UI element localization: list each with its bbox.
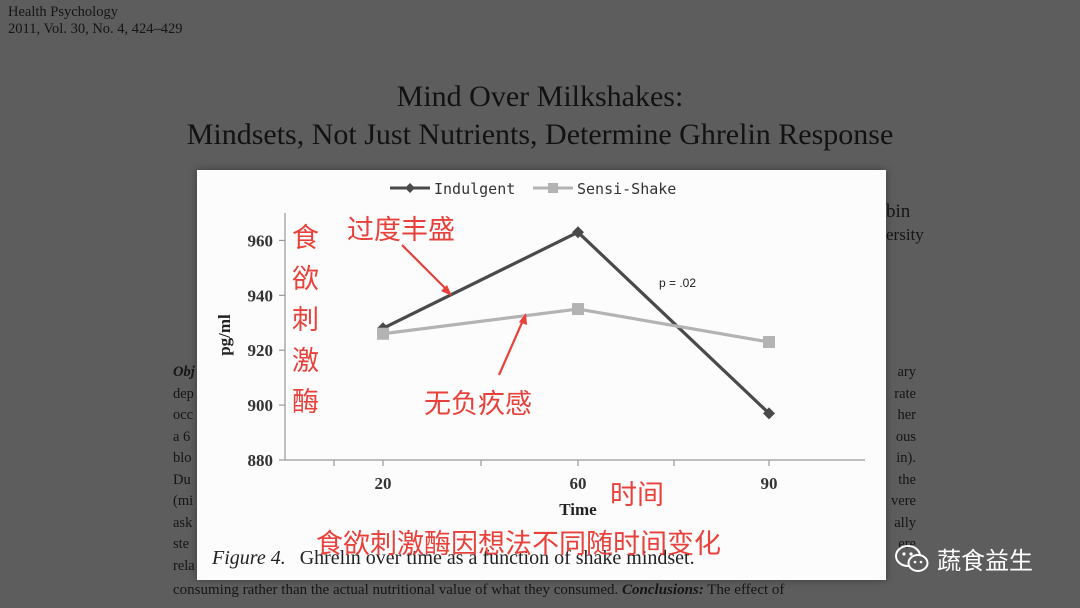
- chinese-y-axis-label: 食欲刺激酶: [292, 223, 319, 418]
- data-point-sensi-shake: [763, 335, 775, 348]
- paper-title-line-2: Mindsets, Not Just Nutrients, Determine …: [186, 118, 894, 151]
- watermark-text: 蔬食益生: [937, 547, 1033, 575]
- abstract-fragment: ask: [173, 514, 193, 531]
- wechat-icon: [895, 544, 929, 572]
- abstract-fragment: ous: [895, 428, 916, 445]
- chinese-sensi-shake-label: 无负疚感: [424, 389, 532, 420]
- abstract-fragment: rate: [894, 385, 916, 402]
- abstract-fragment: vere: [891, 493, 916, 509]
- paper-title-line-1: Mind Over Milkshakes:: [396, 80, 684, 113]
- arrow-to-sensi-shake-line: [497, 317, 526, 376]
- abstract-fragment: Obj: [173, 364, 195, 380]
- chinese-time-label: 时间: [610, 480, 664, 511]
- data-point-indulgent: [572, 226, 584, 239]
- abstract-fragment: (mi: [173, 493, 194, 509]
- chinese-indulgent-label: 过度丰盛: [347, 215, 455, 246]
- abstract-fragment: rela: [173, 557, 195, 574]
- x-axis-label: Time: [559, 500, 597, 519]
- abstract-fragment: ere: [898, 536, 916, 552]
- author-fragment: bin: [886, 201, 911, 222]
- abstract-fragment: ally: [894, 514, 916, 531]
- abstract-left-fragments: Obj dep occ a 6 blo Du (mi ask ste rela: [173, 362, 195, 577]
- abstract-fragment: occ: [173, 407, 194, 423]
- y-tick-label: 960: [248, 231, 274, 250]
- data-point-sensi-shake: [377, 327, 389, 340]
- abstract-fragment: ste: [173, 536, 190, 552]
- arrow-head-sensi-shake: [519, 313, 527, 325]
- figure-caption: Figure 4. Ghrelin over time as a function…: [212, 547, 695, 570]
- y-tick-label: 900: [248, 396, 274, 415]
- p-value-annotation: p = .02: [659, 276, 696, 290]
- y-tick-label: 880: [248, 451, 274, 470]
- y-axis-label: pg/ml: [215, 314, 234, 356]
- abstract-fragment: ary: [897, 364, 916, 380]
- abstract-fragment: Du: [173, 471, 191, 488]
- legend-marker-sensi-shake: [548, 183, 558, 193]
- figure-caption-label: Figure 4.: [212, 547, 286, 569]
- legend-label: Indulgent: [434, 180, 515, 198]
- abstract-conclusion-line: consuming rather than the actual nutriti…: [173, 582, 784, 599]
- journal-citation: 2011, Vol. 30, No. 4, 424–429: [8, 21, 183, 37]
- abstract-fragment: blo: [173, 450, 192, 466]
- abstract-fragment: dep: [173, 385, 194, 402]
- arrow-to-indulgent-line: [401, 244, 450, 293]
- data-point-sensi-shake: [572, 303, 584, 316]
- y-tick-label: 940: [248, 286, 274, 305]
- abstract-fragment: her: [897, 407, 916, 423]
- ghrelin-line-chart: Indulgent Sensi-Shake 880 900 920 940 960 20 6…: [215, 180, 865, 519]
- arrow-head-indulgent: [441, 285, 452, 296]
- figure-caption-text: Ghrelin over time as a function of shake…: [299, 547, 695, 569]
- conclusion-label: Conclusions:: [622, 582, 704, 598]
- figure-4-panel: Indulgent Sensi-Shake 880 900 920 940 960 20 6…: [197, 170, 886, 580]
- x-tick-label: 20: [375, 474, 392, 493]
- x-axis-ticks: 20 60 90: [333, 460, 778, 493]
- chart-legend: Indulgent Sensi-Shake: [390, 180, 676, 198]
- journal-header: Health Psychology 2011, Vol. 30, No. 4, …: [8, 4, 183, 38]
- annotation-arrows: [401, 244, 527, 376]
- conclusion-text-before: consuming rather than the actual nutriti…: [173, 582, 619, 598]
- x-tick-label: 90: [761, 474, 778, 493]
- chinese-caption: 食欲刺激酶因想法不同随时间变化: [316, 529, 721, 560]
- x-tick-label: 60: [570, 474, 587, 493]
- legend-marker-indulgent: [405, 183, 415, 193]
- chart-series-group: [377, 226, 775, 420]
- data-point-indulgent: [763, 407, 775, 420]
- abstract-fragment: a 6: [173, 428, 191, 445]
- y-tick-label: 920: [248, 341, 274, 360]
- abstract-fragment: the: [898, 471, 916, 488]
- legend-label: Sensi-Shake: [577, 180, 676, 198]
- abstract-right-fragments: ary rate her ous in). the vere ally ere: [886, 362, 916, 556]
- affiliation-fragment: ersity: [886, 225, 924, 244]
- conclusion-text-after: The effect of: [707, 582, 785, 598]
- journal-name: Health Psychology: [8, 4, 118, 20]
- watermark: 蔬食益生: [895, 541, 1033, 576]
- y-axis-ticks: 880 900 920 940 960: [248, 231, 285, 470]
- abstract-fragment: in).: [896, 450, 916, 466]
